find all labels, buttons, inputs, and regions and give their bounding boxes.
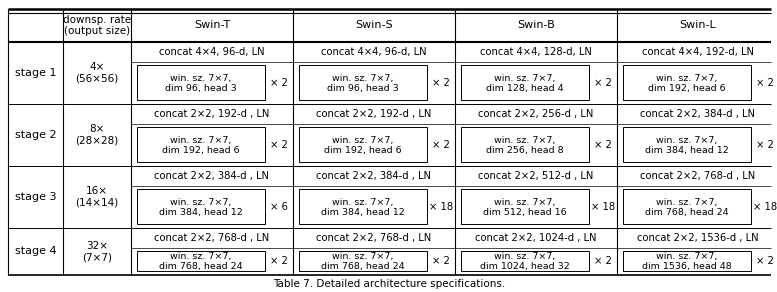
Text: dim 768, head 24: dim 768, head 24 (645, 208, 729, 216)
Text: dim 96, head 3: dim 96, head 3 (166, 84, 237, 93)
Text: dim 384, head 12: dim 384, head 12 (321, 208, 405, 216)
Text: win. sz. 7×7,: win. sz. 7×7, (170, 197, 232, 206)
Text: dim 128, head 4: dim 128, head 4 (486, 84, 564, 93)
Text: win. sz. 7×7,: win. sz. 7×7, (657, 135, 718, 145)
Bar (299, 251, 427, 271)
Text: win. sz. 7×7,: win. sz. 7×7, (657, 197, 718, 206)
Text: concat 4×4, 96-d, LN: concat 4×4, 96-d, LN (321, 47, 427, 57)
Text: concat 2×2, 768-d , LN: concat 2×2, 768-d , LN (316, 233, 432, 243)
Text: win. sz. 7×7,: win. sz. 7×7, (170, 74, 232, 83)
Bar (623, 127, 751, 162)
Text: concat 4×4, 192-d, LN: concat 4×4, 192-d, LN (642, 47, 754, 57)
Text: win. sz. 7×7,: win. sz. 7×7, (333, 252, 394, 261)
Text: × 2: × 2 (594, 78, 612, 88)
Text: × 2: × 2 (270, 256, 288, 267)
Text: × 2: × 2 (432, 140, 450, 150)
Text: × 2: × 2 (594, 140, 612, 150)
Text: dim 192, head 6: dim 192, head 6 (324, 145, 402, 154)
Text: stage 4: stage 4 (15, 246, 56, 256)
Bar (461, 65, 589, 100)
Bar (461, 251, 589, 271)
Text: 16×
(14×14): 16× (14×14) (75, 186, 119, 208)
Text: dim 768, head 24: dim 768, head 24 (321, 262, 405, 271)
Text: win. sz. 7×7,: win. sz. 7×7, (170, 252, 232, 261)
Text: win. sz. 7×7,: win. sz. 7×7, (333, 197, 394, 206)
Text: × 2: × 2 (270, 140, 288, 150)
Text: concat 2×2, 192-d , LN: concat 2×2, 192-d , LN (316, 109, 432, 119)
Text: win. sz. 7×7,: win. sz. 7×7, (657, 74, 718, 83)
Text: × 2: × 2 (432, 256, 450, 267)
Text: × 2: × 2 (432, 78, 450, 88)
Text: dim 96, head 3: dim 96, head 3 (327, 84, 399, 93)
Text: 4×
(56×56): 4× (56×56) (75, 62, 119, 84)
Text: × 18: × 18 (753, 202, 777, 212)
Text: dim 192, head 6: dim 192, head 6 (162, 145, 240, 154)
Text: dim 384, head 12: dim 384, head 12 (645, 145, 729, 154)
Text: Swin-B: Swin-B (517, 20, 555, 30)
Text: win. sz. 7×7,: win. sz. 7×7, (494, 252, 556, 261)
Text: dim 192, head 6: dim 192, head 6 (648, 84, 726, 93)
Text: concat 2×2, 1536-d , LN: concat 2×2, 1536-d , LN (637, 233, 759, 243)
Text: dim 768, head 24: dim 768, head 24 (159, 262, 242, 271)
Text: Swin-T: Swin-T (194, 20, 230, 30)
Text: 8×
(28×28): 8× (28×28) (75, 124, 119, 146)
Text: Swin-S: Swin-S (355, 20, 393, 30)
Bar (461, 127, 589, 162)
Bar (137, 127, 265, 162)
Bar (299, 189, 427, 224)
Text: × 6: × 6 (270, 202, 288, 212)
Text: win. sz. 7×7,: win. sz. 7×7, (494, 74, 556, 83)
Text: stage 2: stage 2 (15, 130, 56, 140)
Text: concat 2×2, 768-d , LN: concat 2×2, 768-d , LN (640, 171, 755, 181)
Bar (623, 65, 751, 100)
Text: win. sz. 7×7,: win. sz. 7×7, (333, 74, 394, 83)
Text: win. sz. 7×7,: win. sz. 7×7, (494, 135, 556, 145)
Text: × 18: × 18 (591, 202, 615, 212)
Text: concat 2×2, 256-d , LN: concat 2×2, 256-d , LN (479, 109, 594, 119)
Bar (137, 189, 265, 224)
Text: Swin-L: Swin-L (680, 20, 716, 30)
Text: win. sz. 7×7,: win. sz. 7×7, (657, 252, 718, 261)
Text: win. sz. 7×7,: win. sz. 7×7, (494, 197, 556, 206)
Text: concat 2×2, 768-d , LN: concat 2×2, 768-d , LN (155, 233, 270, 243)
Text: stage 3: stage 3 (15, 192, 56, 202)
Text: × 2: × 2 (756, 78, 774, 88)
Text: concat 2×2, 512-d , LN: concat 2×2, 512-d , LN (479, 171, 594, 181)
Text: dim 384, head 12: dim 384, head 12 (159, 208, 243, 216)
Text: win. sz. 7×7,: win. sz. 7×7, (333, 135, 394, 145)
Text: × 2: × 2 (756, 256, 774, 267)
Bar (137, 65, 265, 100)
Text: dim 512, head 16: dim 512, head 16 (483, 208, 566, 216)
Text: dim 1024, head 32: dim 1024, head 32 (480, 262, 570, 271)
Bar (299, 127, 427, 162)
Text: dim 256, head 8: dim 256, head 8 (486, 145, 564, 154)
Text: 32×
(7×7): 32× (7×7) (82, 241, 112, 262)
Text: × 18: × 18 (429, 202, 453, 212)
Text: stage 1: stage 1 (15, 68, 56, 78)
Text: concat 2×2, 384-d , LN: concat 2×2, 384-d , LN (640, 109, 755, 119)
Text: dim 1536, head 48: dim 1536, head 48 (642, 262, 732, 271)
Text: concat 4×4, 96-d, LN: concat 4×4, 96-d, LN (159, 47, 265, 57)
Text: × 2: × 2 (594, 256, 612, 267)
Text: concat 4×4, 128-d, LN: concat 4×4, 128-d, LN (480, 47, 592, 57)
Bar (299, 65, 427, 100)
Text: downsp. rate
(output size): downsp. rate (output size) (63, 15, 131, 36)
Text: concat 2×2, 384-d , LN: concat 2×2, 384-d , LN (155, 171, 270, 181)
Bar (623, 251, 751, 271)
Text: concat 2×2, 1024-d , LN: concat 2×2, 1024-d , LN (476, 233, 597, 243)
Text: concat 2×2, 192-d , LN: concat 2×2, 192-d , LN (155, 109, 270, 119)
Bar (623, 189, 751, 224)
Text: × 2: × 2 (756, 140, 774, 150)
Text: concat 2×2, 384-d , LN: concat 2×2, 384-d , LN (316, 171, 431, 181)
Text: × 2: × 2 (270, 78, 288, 88)
Bar (461, 189, 589, 224)
Bar (137, 251, 265, 271)
Text: Table 7. Detailed architecture specifications.: Table 7. Detailed architecture specifica… (274, 279, 506, 289)
Text: win. sz. 7×7,: win. sz. 7×7, (170, 135, 232, 145)
